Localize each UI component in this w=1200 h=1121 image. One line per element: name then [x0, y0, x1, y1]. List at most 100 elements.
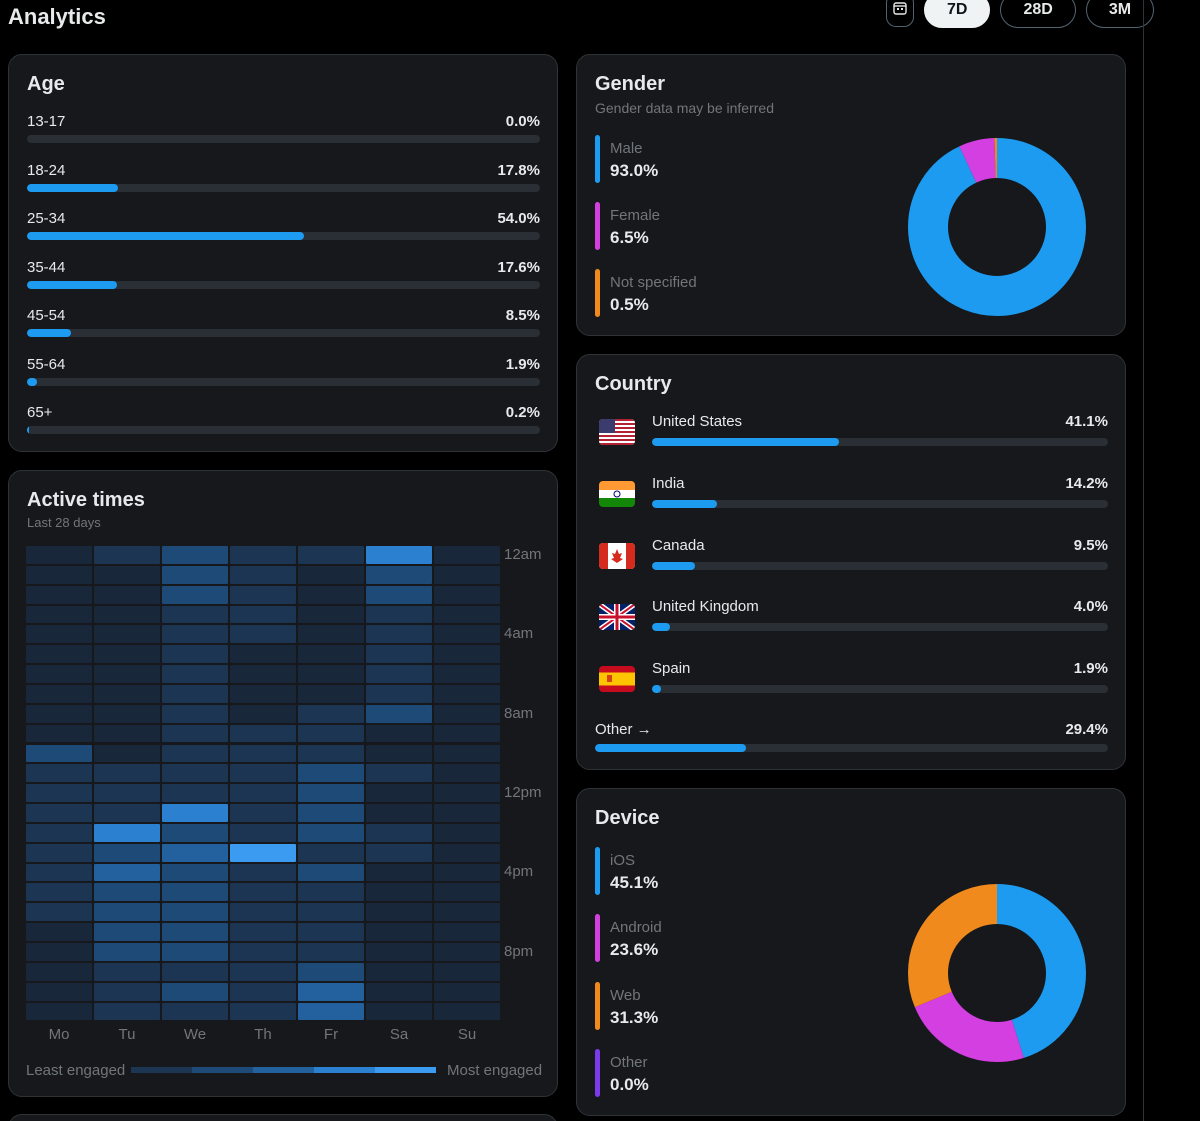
gender-legend-swatch [595, 269, 600, 317]
heatmap-cell [230, 744, 296, 763]
heatmap-cell [162, 645, 228, 664]
heatmap-cell [26, 585, 92, 604]
heatmap-cell [26, 804, 92, 822]
device-donut-slice-web [908, 884, 1086, 1062]
country-bar-fill [652, 499, 717, 508]
heatmap-cell [26, 943, 92, 961]
heatmap-hour-label: 12am [504, 546, 542, 563]
age-bar-fill [27, 280, 118, 289]
heatmap-cell [230, 724, 296, 743]
heatmap-cell [94, 784, 160, 803]
range-28d-button[interactable]: 28D [1000, 0, 1076, 28]
age-label: 25-34 [27, 210, 66, 227]
country-other-row[interactable]: Other → 29.4% [595, 721, 1108, 765]
device-title: Device [595, 807, 660, 829]
country-bar-fill [652, 685, 661, 694]
heatmap-cell [366, 605, 432, 624]
heatmap-cell [94, 823, 160, 842]
country-other-label[interactable]: Other → [595, 721, 652, 738]
heatmap-cell [94, 883, 160, 902]
heatmap-cell [366, 645, 432, 664]
heatmap-cell [94, 744, 160, 763]
age-bar-track [27, 135, 540, 143]
heatmap-cell [162, 704, 228, 723]
heatmap-cell [26, 665, 92, 683]
heatmap-cell [26, 565, 92, 584]
heatmap-cell [366, 903, 432, 922]
gender-donut-slice-not-specified [908, 138, 1086, 316]
heatmap-cell [94, 903, 160, 922]
heatmap-cell [434, 823, 500, 842]
heatmap-cell [434, 784, 500, 803]
heatmap-cell [94, 863, 160, 882]
range-7d-button[interactable]: 7D [924, 0, 991, 28]
age-row: 25-34 54.0% [27, 210, 540, 250]
engagement-scale-step [192, 1067, 253, 1073]
heatmap-hour-label: 4pm [504, 863, 534, 881]
heatmap-cell [230, 903, 296, 922]
calendar-button[interactable] [886, 0, 914, 27]
range-3m-button[interactable]: 3M [1085, 0, 1155, 28]
country-other-value: 29.4% [1065, 721, 1108, 738]
country-value: 14.2% [1065, 474, 1108, 492]
device-legend-swatch [595, 847, 600, 895]
heatmap-cell [366, 684, 432, 703]
heatmap-cell [94, 843, 160, 862]
heatmap-cell [26, 883, 92, 902]
heatmap-cell [434, 565, 500, 584]
heatmap-cell [162, 684, 228, 703]
heatmap-cell [366, 804, 432, 822]
heatmap-cell [434, 605, 500, 624]
scrollbar-divider [1143, 0, 1144, 1121]
heatmap-cell [298, 943, 364, 961]
heatmap-cell [298, 804, 364, 822]
country-card: Country United States 41.1% India 14.2% Cana… [576, 354, 1126, 770]
gender-donut-slice-male [908, 138, 1086, 316]
heatmap-cell [434, 843, 500, 862]
date-range-selector: 7D 28D 3M [886, 0, 1155, 28]
device-donut-chart [908, 884, 1086, 1062]
age-value: 1.9% [505, 355, 540, 373]
heatmap-cell [26, 744, 92, 763]
country-label: Canada [652, 536, 705, 554]
age-value: 0.2% [505, 404, 540, 421]
device-legend-value: 45.1% [610, 873, 659, 892]
heatmap-day-label: Mo [48, 1026, 70, 1043]
engagement-scale-step [131, 1067, 192, 1073]
uk-flag-icon [599, 604, 635, 631]
country-row: India 14.2% [595, 475, 1108, 519]
heatmap-cell [94, 1002, 160, 1021]
heatmap-cell [298, 605, 364, 624]
country-label: United Kingdom [652, 598, 759, 616]
heatmap-hour-label: 8am [504, 704, 534, 722]
age-value: 54.0% [497, 210, 540, 227]
heatmap-cell [298, 863, 364, 882]
heatmap-cell [298, 744, 364, 763]
engagement-scale-step [375, 1067, 436, 1073]
heatmap-cell [162, 982, 228, 1001]
heatmap-cell [366, 744, 432, 763]
heatmap-cell [162, 565, 228, 584]
country-value: 4.0% [1073, 598, 1108, 616]
heatmap-cell [230, 764, 296, 783]
age-value: 17.6% [497, 258, 540, 276]
device-legend-label: iOS [610, 852, 636, 869]
gender-legend-value: 93.0% [610, 161, 659, 180]
heatmap-cell [94, 804, 160, 822]
device-legend-value: 0.0% [610, 1074, 649, 1094]
age-label: 18-24 [27, 161, 66, 179]
country-bar-fill [652, 561, 696, 570]
active-times-subtitle: Last 28 days [27, 515, 101, 530]
country-label: United States [652, 413, 743, 430]
heatmap-cell [230, 546, 296, 564]
age-bar-track [27, 280, 540, 289]
country-row: United States 41.1% [595, 413, 1108, 457]
heatmap-cell [162, 724, 228, 743]
heatmap-day-label: Sa [389, 1026, 409, 1043]
gender-legend-label: Female [610, 207, 661, 224]
country-row: United Kingdom 4.0% [595, 598, 1108, 642]
heatmap-cell [230, 704, 296, 723]
heatmap-cell [94, 546, 160, 564]
gender-legend-swatch [595, 202, 600, 250]
india-flag-icon [599, 480, 635, 507]
